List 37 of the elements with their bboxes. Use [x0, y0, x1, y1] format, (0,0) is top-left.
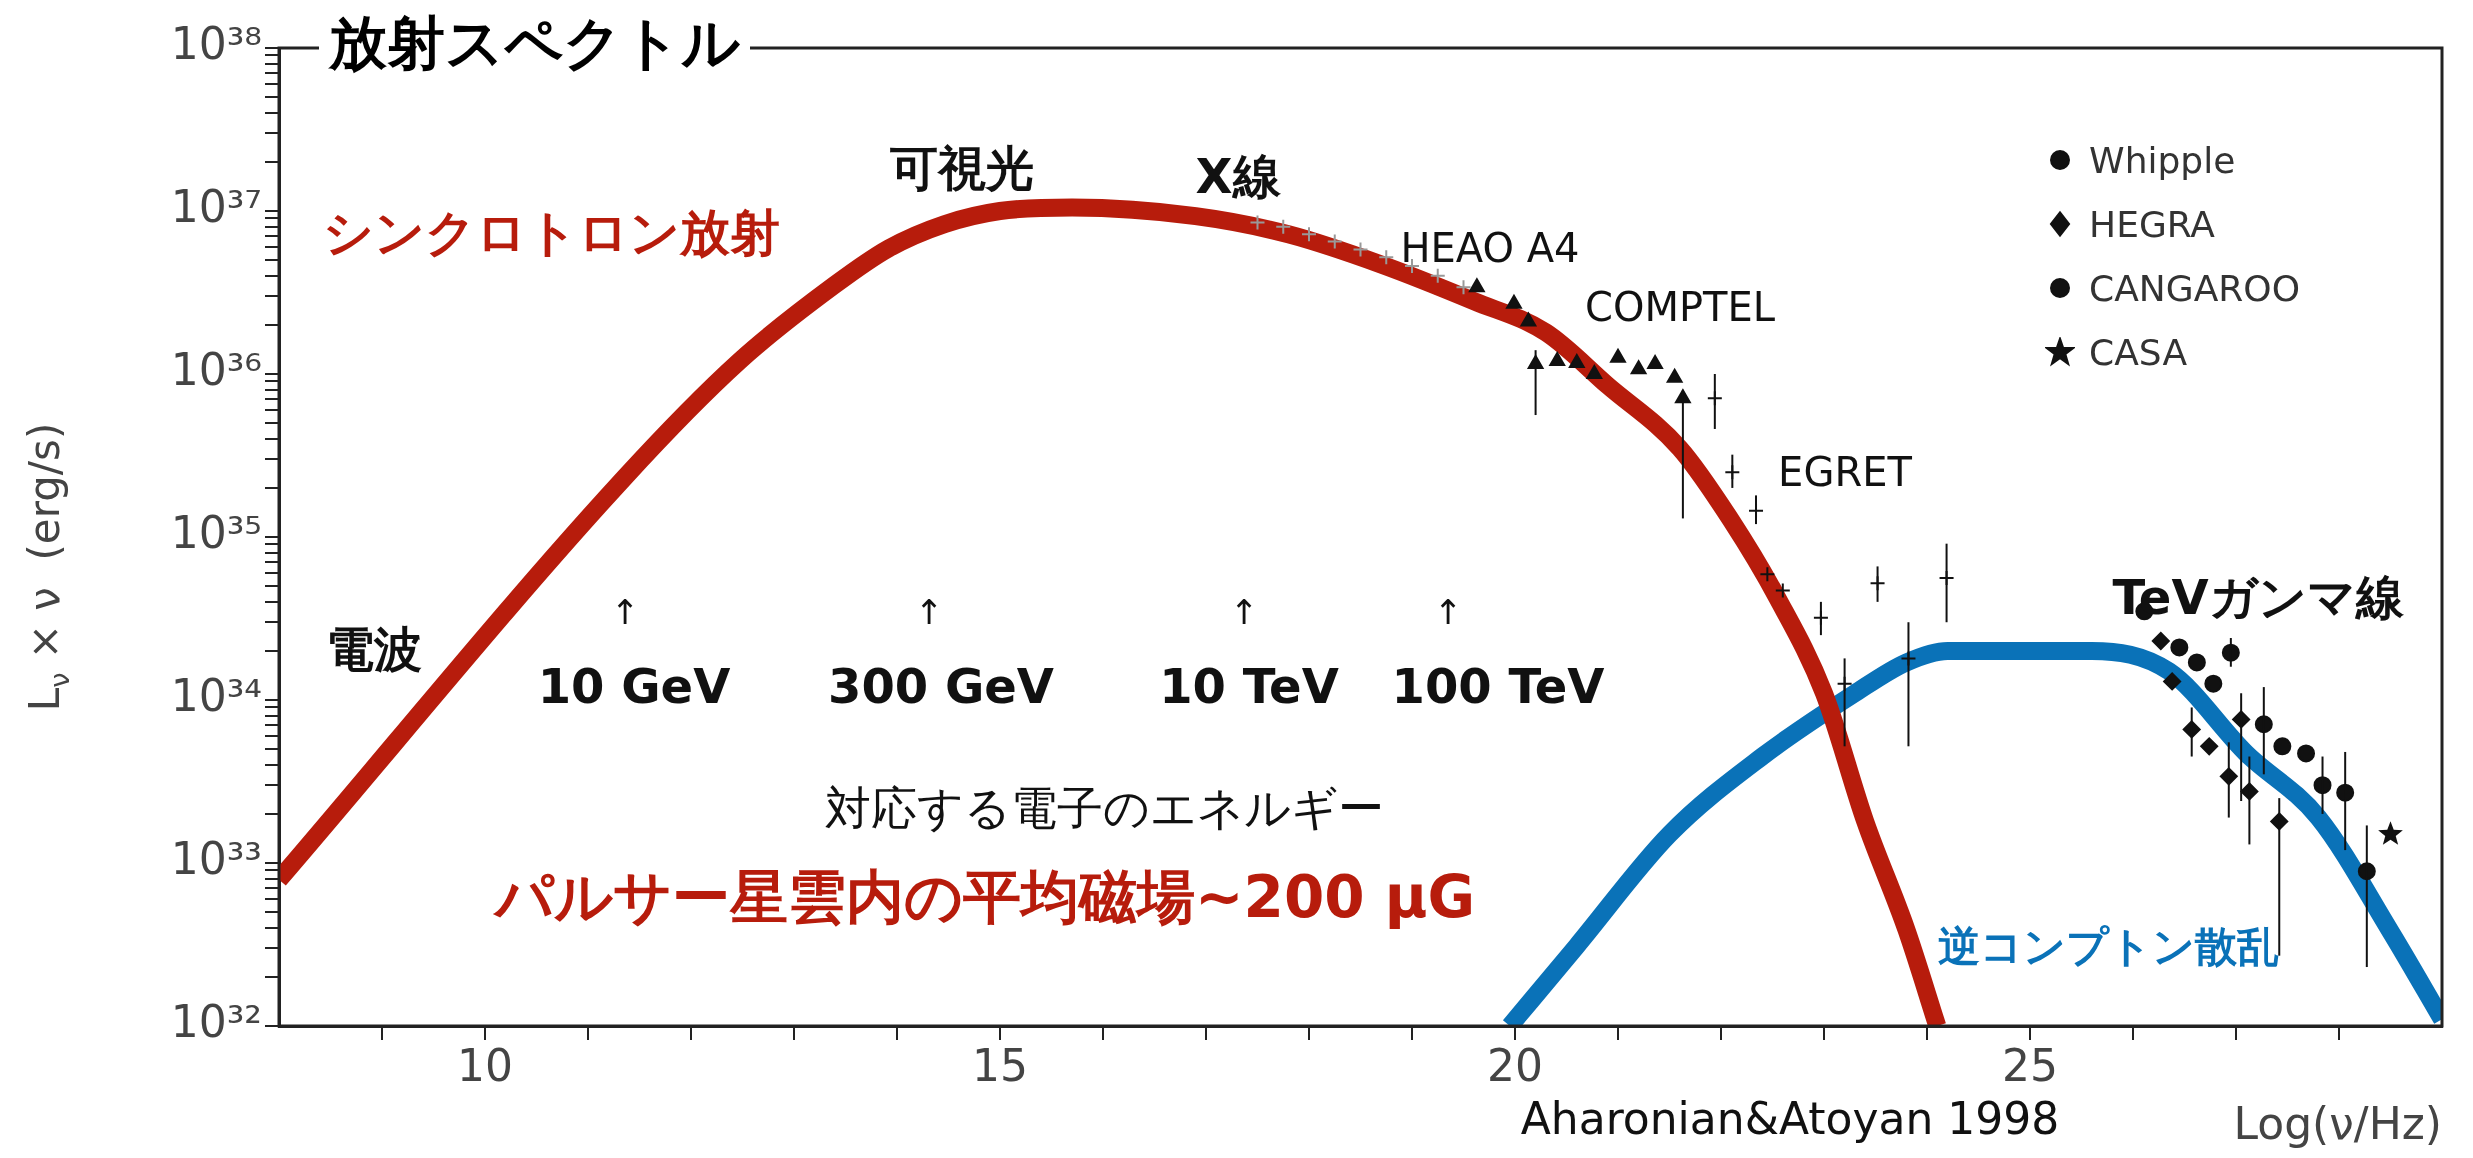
legend-label: HEGRA	[2089, 203, 2215, 245]
y-tick-label: 10³⁴	[170, 670, 262, 722]
x-tick-label: 25	[2002, 1039, 2058, 1091]
y-tick-label: 10³⁸	[170, 18, 262, 70]
annotation: 100 TeV	[1391, 658, 1605, 715]
annotation: ↑	[1229, 591, 1259, 632]
text: Aharonian&Atoyan 1998	[1520, 1093, 2060, 1145]
annotation: ↑	[610, 591, 640, 632]
x-tick-label: 15	[972, 1039, 1028, 1091]
legend-label: Whipple	[2089, 139, 2236, 181]
annotation: 可視光	[889, 140, 1034, 197]
x-axis-title: Log(ν/Hz)	[2233, 1098, 2442, 1150]
annotation: 電波	[326, 621, 422, 678]
y-tick-label: 10³⁵	[170, 507, 262, 559]
annotation: 10 TeV	[1159, 658, 1339, 715]
annotation: X線	[1195, 148, 1282, 205]
legend-label: CASA	[2089, 331, 2188, 373]
text: 逆コンプトン散乱	[1937, 921, 2279, 971]
annotation: 300 GeV	[827, 658, 1055, 715]
legend-label: CANGAROO	[2089, 267, 2300, 309]
annotation: HEAO A4	[1400, 225, 1580, 272]
annotation: ↑	[914, 591, 944, 632]
chart-title: 放射スペクトル	[328, 9, 741, 78]
annotation: EGRET	[1778, 449, 1913, 496]
y-tick-label: 10³⁷	[170, 181, 262, 233]
y-tick-label: 10³³	[170, 833, 262, 885]
annotation: ↑	[1433, 591, 1463, 632]
y-tick-label: 10³⁶	[170, 344, 262, 396]
x-tick-label: 10	[457, 1039, 513, 1091]
annotation: COMPTEL	[1584, 284, 1776, 331]
annotation: 10 GeV	[537, 658, 731, 715]
y-axis-title: Lν × ν (erg/s)	[19, 422, 76, 712]
annotation: 対応する電子のエネルギー	[824, 780, 1384, 835]
series-label: シンクロトロン放射	[323, 203, 780, 262]
x-tick-label: 20	[1487, 1039, 1543, 1091]
y-tick-label: 10³²	[170, 996, 262, 1048]
annotation: パルサー星雲内の平均磁場~200 μG	[491, 863, 1476, 932]
